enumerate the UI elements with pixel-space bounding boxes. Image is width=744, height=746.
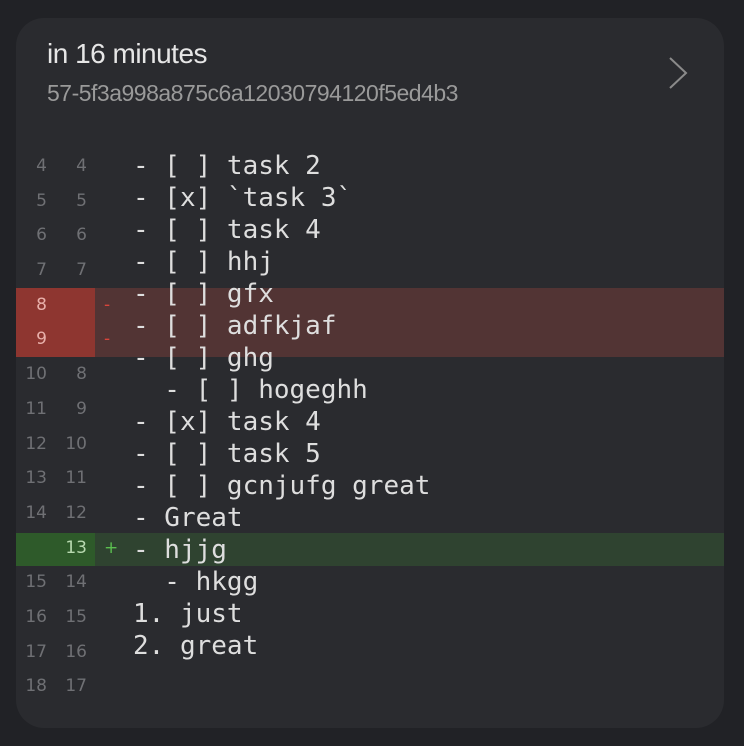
new-line-number: 9	[76, 398, 87, 419]
code-line: - [ ] gfx	[133, 279, 274, 309]
gutter-row: 17 16	[16, 635, 116, 670]
new-line-number: 14	[65, 572, 87, 593]
new-line-number: 15	[65, 606, 87, 627]
code-line: - [ ] task 2	[133, 151, 321, 181]
old-line-number: 9	[36, 329, 47, 350]
gutter-row: 8-	[16, 288, 116, 323]
new-line-number: 17	[65, 676, 87, 697]
line-number-gutter: 4 4 5 5 6 6 7 7 8-9-10 8 11 9 12 10 13 11 14 12 13 +15 14 16 1…	[16, 149, 119, 704]
new-line-number: 11	[65, 468, 87, 489]
code-line: - [ ] task 5	[133, 439, 321, 469]
diff-marker: -	[104, 294, 111, 315]
new-line-number: 13	[65, 537, 87, 558]
added-line-highlight	[16, 533, 724, 566]
new-line-number: 6	[76, 225, 87, 246]
new-line-number: 5	[76, 190, 87, 211]
new-line-number: 10	[65, 433, 87, 454]
code-line: - hjjg	[133, 535, 227, 565]
code-line: - [ ] hhj	[133, 247, 274, 277]
diff-marker: +	[104, 537, 119, 558]
chevron-right-icon[interactable]	[664, 54, 694, 92]
gutter-row: 13 11	[16, 461, 116, 496]
new-line-number: 7	[76, 260, 87, 281]
code-line: 1. just	[133, 599, 243, 629]
old-line-number: 7	[36, 260, 47, 281]
code-line: - [ ] adfkjaf	[133, 311, 337, 341]
old-line-number: 6	[36, 225, 47, 246]
commit-diff-card: in 16 minutes 57-5f3a998a875c6a120307941…	[16, 18, 724, 728]
code-line: - [ ] gcnjufg great	[133, 471, 431, 501]
old-line-number: 4	[36, 156, 47, 176]
deleted-lines-highlight	[16, 288, 724, 357]
diff-marker: -	[104, 329, 111, 350]
code-line: 2. great	[133, 631, 259, 661]
gutter-row: 13 +	[16, 531, 119, 566]
gutter-row: 15 14	[16, 565, 116, 600]
old-line-number: 18	[25, 676, 47, 697]
gutter-row: 18 17	[16, 669, 116, 704]
code-line: - hkgg	[133, 567, 259, 597]
old-line-number: 10	[25, 364, 47, 385]
old-line-number: 11	[25, 398, 47, 419]
old-line-number: 17	[25, 641, 47, 662]
old-line-number: 13	[25, 468, 47, 489]
diff-content: - [ ] task 2- [x] `task 3` - [ ] task 4- …	[133, 150, 430, 662]
old-line-number: 16	[25, 606, 47, 627]
old-line-number: 15	[25, 572, 47, 593]
gutter-row: 12 10	[16, 427, 116, 462]
old-line-number: 5	[36, 190, 47, 211]
code-line: - [ ] ghg	[133, 343, 274, 373]
code-line: - [x] task 4	[133, 407, 321, 437]
code-line: - [x] `task 3`	[133, 183, 353, 213]
gutter-row: 10 8	[16, 357, 116, 392]
gutter-row: 14 12	[16, 496, 116, 531]
code-line: - Great	[133, 503, 243, 533]
new-line-number: 16	[65, 641, 87, 662]
old-line-number: 12	[25, 433, 47, 454]
new-line-number: 8	[76, 364, 87, 385]
new-line-number: 4	[76, 156, 87, 176]
gutter-row: 11 9	[16, 392, 116, 427]
gutter-row: 9-	[16, 322, 116, 357]
old-line-number: 8	[36, 294, 47, 315]
commit-hash: 57-5f3a998a875c6a12030794120f5ed4b3	[47, 80, 458, 106]
code-line: - [ ] task 4	[133, 215, 321, 245]
commit-time: in 16 minutes	[47, 38, 208, 69]
code-line: - [ ] hogeghh	[133, 375, 368, 405]
gutter-row: 16 15	[16, 600, 116, 635]
old-line-number: 14	[25, 502, 47, 523]
new-line-number: 12	[65, 502, 87, 523]
